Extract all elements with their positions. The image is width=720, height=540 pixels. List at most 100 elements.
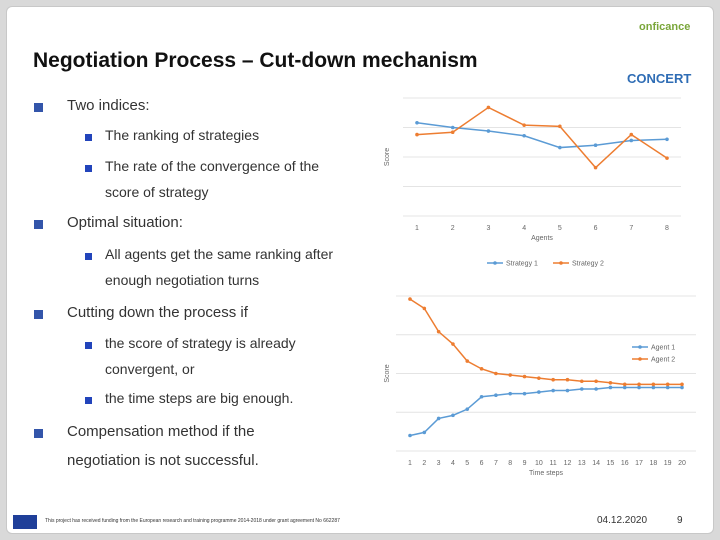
x-tick-label: 7 [494, 460, 498, 467]
x-tick-label: 11 [550, 460, 557, 467]
x-tick-label: 7 [629, 225, 633, 232]
data-point [522, 374, 527, 379]
x-tick-label: 12 [564, 460, 572, 467]
data-point [629, 138, 634, 143]
series-line [409, 298, 682, 386]
data-point [451, 342, 455, 346]
bullet: Cutting down the process if [67, 304, 248, 321]
data-point [622, 385, 627, 390]
data-point [479, 394, 484, 399]
legend-label: Agent 1 [651, 345, 675, 352]
bullet-marker [85, 134, 92, 141]
footer-date: 04.12.2020 [597, 515, 648, 526]
data-point [465, 407, 470, 411]
data-point [608, 381, 613, 385]
x-tick-label: 20 [678, 460, 686, 467]
data-point [422, 306, 427, 311]
y-axis-label: Score [384, 148, 391, 166]
bullet-marker [34, 220, 43, 229]
bullet-marker [85, 397, 92, 404]
data-point [665, 382, 670, 387]
data-point [486, 105, 491, 110]
slide-title: Negotiation Process – Cut-down mechanism [33, 49, 478, 72]
data-point [479, 367, 484, 371]
x-tick-label: 16 [621, 460, 629, 467]
data-point [415, 120, 419, 125]
data-point [622, 382, 627, 387]
data-point [522, 123, 526, 127]
eu-flag [13, 515, 37, 529]
data-point [565, 377, 570, 382]
data-point [558, 124, 562, 129]
x-tick-label: 8 [508, 460, 512, 467]
x-tick-label: 3 [437, 460, 441, 467]
bullet-marker [34, 103, 43, 112]
x-tick-label: 1 [415, 225, 419, 232]
data-point [579, 379, 584, 384]
data-point [537, 390, 541, 394]
data-point [522, 391, 527, 396]
data-point [594, 379, 598, 384]
data-point [665, 156, 669, 160]
data-point [558, 145, 562, 150]
data-point [665, 385, 670, 390]
data-point [594, 387, 598, 391]
data-point [465, 359, 470, 363]
legend-label: Strategy 1 [506, 261, 538, 268]
data-point [436, 329, 441, 334]
data-point [651, 385, 656, 390]
data-point [551, 388, 555, 393]
x-tick-label: 15 [607, 460, 615, 467]
data-point [593, 165, 598, 170]
legend-label: Strategy 2 [572, 261, 604, 268]
logo-text: CONCERT [627, 71, 692, 86]
x-tick-label: 6 [480, 460, 484, 467]
x-tick-label: 1 [408, 460, 412, 467]
x-axis-label: Time steps [529, 470, 563, 477]
data-point [451, 413, 455, 418]
data-point [608, 385, 613, 390]
series-line [416, 106, 668, 169]
x-tick-label: 5 [558, 225, 562, 232]
sub-bullet: the time steps are big enough. [105, 390, 294, 406]
data-point [508, 391, 513, 396]
data-point [551, 377, 555, 382]
x-tick-label: 10 [535, 460, 543, 467]
legend-label: Agent 2 [651, 357, 675, 364]
sub-bullet: All agents get the same ranking after en… [105, 246, 334, 288]
data-point [537, 376, 541, 380]
x-tick-label: 4 [522, 225, 526, 232]
bullet-marker [34, 310, 43, 319]
x-tick-label: 18 [649, 460, 657, 467]
data-point [408, 433, 412, 438]
data-point [494, 393, 498, 398]
x-tick-label: 6 [594, 225, 598, 232]
data-point [522, 133, 526, 138]
bullet: Two indices: [67, 97, 150, 114]
logo-text: onficance [639, 21, 691, 33]
sub-bullet: The rate of the convergence of the score… [105, 158, 320, 200]
x-tick-label: 5 [465, 460, 469, 467]
series-line [416, 122, 668, 149]
bullet-marker [85, 165, 92, 172]
data-point [680, 382, 684, 387]
x-tick-label: 14 [592, 460, 600, 467]
x-tick-label: 17 [635, 460, 643, 467]
bullet-marker [85, 342, 92, 349]
data-point [408, 297, 412, 301]
page-number: 9 [677, 515, 683, 526]
data-point [665, 137, 669, 142]
y-axis-label: Score [384, 364, 391, 382]
data-point [637, 385, 641, 390]
data-point [436, 416, 441, 421]
footer-funding: This project has received funding from t… [45, 518, 340, 524]
x-tick-label: 2 [451, 225, 455, 232]
legend-swatch [638, 357, 642, 361]
data-point [508, 373, 513, 377]
data-point [494, 371, 498, 376]
data-point [629, 132, 634, 137]
data-point [486, 129, 491, 133]
x-axis-label: Agents [531, 235, 553, 242]
